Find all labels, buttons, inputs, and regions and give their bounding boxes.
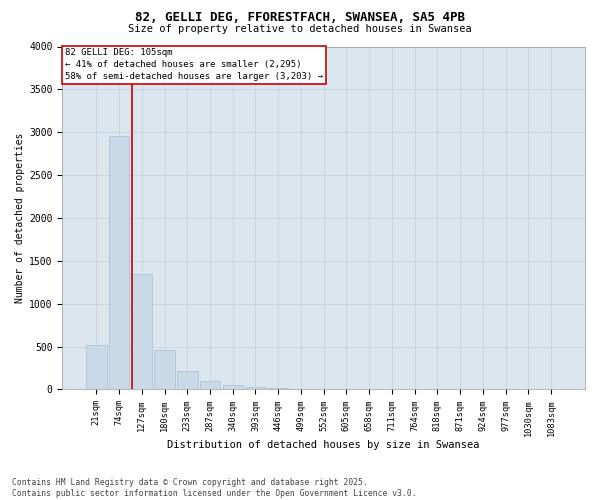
Bar <box>109 136 130 390</box>
Bar <box>86 345 107 390</box>
Text: 82 GELLI DEG: 105sqm
← 41% of detached houses are smaller (2,295)
58% of semi-de: 82 GELLI DEG: 105sqm ← 41% of detached h… <box>65 48 323 81</box>
Text: Contains HM Land Registry data © Crown copyright and database right 2025.
Contai: Contains HM Land Registry data © Crown c… <box>12 478 416 498</box>
Text: Size of property relative to detached houses in Swansea: Size of property relative to detached ho… <box>128 24 472 34</box>
Bar <box>177 370 197 390</box>
Bar <box>245 387 266 390</box>
X-axis label: Distribution of detached houses by size in Swansea: Distribution of detached houses by size … <box>167 440 480 450</box>
Bar <box>223 384 243 390</box>
Bar <box>154 350 175 390</box>
Bar <box>200 381 220 390</box>
Bar <box>268 388 289 390</box>
Text: 82, GELLI DEG, FFORESTFACH, SWANSEA, SA5 4PB: 82, GELLI DEG, FFORESTFACH, SWANSEA, SA5… <box>135 11 465 24</box>
Bar <box>131 274 152 390</box>
Y-axis label: Number of detached properties: Number of detached properties <box>15 132 25 303</box>
